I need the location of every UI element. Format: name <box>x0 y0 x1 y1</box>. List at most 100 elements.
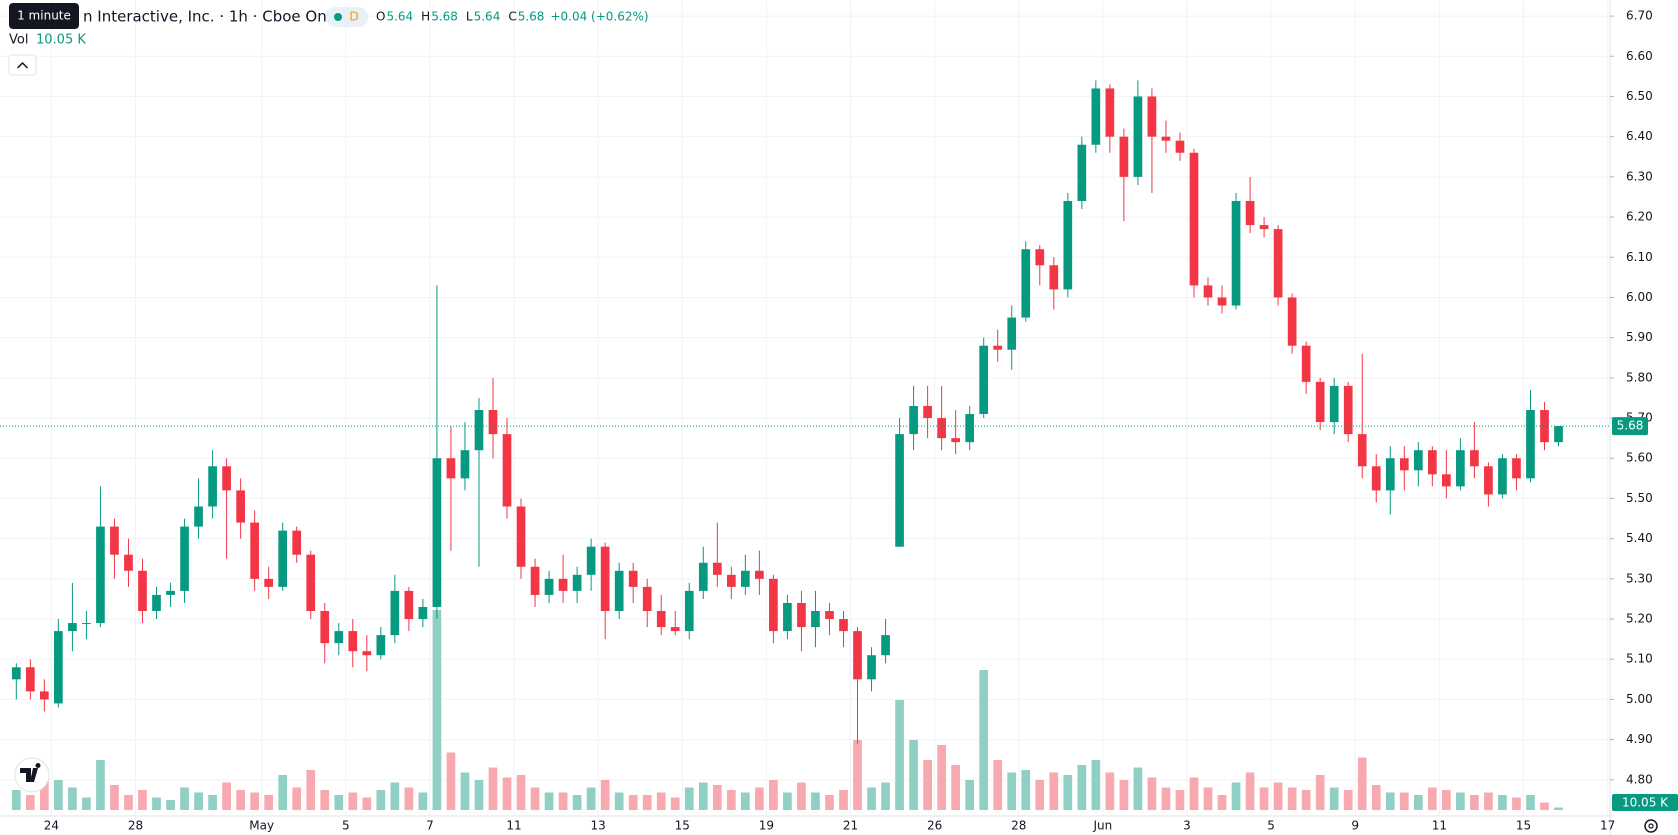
candle-body <box>320 610 330 644</box>
volume-bar <box>1245 772 1255 810</box>
candle-body <box>1161 136 1171 141</box>
volume-bar <box>1470 795 1479 810</box>
x-tick-label: 15 <box>675 819 690 833</box>
candle-body <box>1484 466 1493 495</box>
settings-icon[interactable] <box>1644 819 1658 833</box>
candle-body <box>1427 450 1437 475</box>
candle-body <box>530 566 540 595</box>
badge: D <box>349 10 358 24</box>
candle-body <box>755 570 764 579</box>
volume-bar <box>867 787 876 810</box>
volume-bar <box>642 795 652 810</box>
candle-body <box>222 466 231 491</box>
volume-bar <box>208 795 217 810</box>
x-tick-label: 24 <box>44 819 59 833</box>
volume-bar <box>1105 772 1115 810</box>
volume-bar <box>684 787 694 810</box>
candle-body <box>82 623 91 625</box>
candle-body <box>825 610 834 620</box>
volume-bar <box>1063 775 1073 810</box>
candle-body <box>937 418 946 439</box>
x-tick-label: 9 <box>1351 819 1359 833</box>
x-tick-label: 19 <box>759 819 774 833</box>
candle-body <box>1189 152 1199 286</box>
x-tick-label: 15 <box>1516 819 1531 833</box>
candle-body <box>418 606 428 620</box>
volume-bar <box>1021 770 1031 810</box>
candle-body <box>1301 345 1311 382</box>
volume-bar <box>1526 795 1535 810</box>
candle-body <box>1077 144 1087 201</box>
volume-bar <box>1399 792 1409 810</box>
candle-body <box>1105 88 1115 137</box>
x-tick-label: 26 <box>927 819 942 833</box>
candle-body <box>783 602 792 632</box>
candle-body <box>180 526 189 591</box>
volume-value: 10.05 K <box>36 33 86 48</box>
candle-body <box>1413 450 1423 471</box>
candle-body <box>684 590 694 632</box>
volume-bar <box>474 780 484 810</box>
candle-body <box>1119 136 1129 177</box>
candle-body <box>1470 450 1479 467</box>
candle-body <box>923 405 932 419</box>
volume-bar <box>264 795 274 810</box>
tooltip-bg <box>9 3 79 29</box>
candle-body <box>1259 225 1269 230</box>
candle-body <box>194 506 203 527</box>
candle-body <box>208 466 217 507</box>
volume-bar <box>979 670 989 810</box>
change: +0.04 (+0.62%) <box>550 10 648 24</box>
volume-bar <box>741 792 750 810</box>
x-tick-label: 21 <box>843 819 858 833</box>
candle-body <box>376 635 386 656</box>
candle-body <box>1540 410 1549 443</box>
volume-bar <box>698 782 708 810</box>
volume-bar <box>586 787 596 810</box>
volume-bar <box>166 800 175 810</box>
symbol-title[interactable]: n Interactive, Inc. · 1h · Cboe One <box>83 8 336 26</box>
volume-badge-label: 10.05 K <box>1622 796 1669 810</box>
volume-bar <box>1287 787 1297 810</box>
volume-bar <box>348 792 358 810</box>
volume-bar <box>1077 765 1087 810</box>
candle-body <box>488 410 498 435</box>
volume-bar <box>1091 760 1101 810</box>
collapse-icon <box>16 61 29 69</box>
volume-bar <box>446 752 456 810</box>
volume-bar <box>124 795 133 810</box>
y-tick-label: 5.30 <box>1626 571 1653 585</box>
y-tick-label: 6.10 <box>1626 250 1653 264</box>
collapse-button[interactable] <box>8 54 37 76</box>
volume-bar <box>1119 780 1129 810</box>
volume-bar <box>1259 787 1269 810</box>
x-tick-label: 11 <box>1432 819 1447 833</box>
volume-bar <box>180 787 189 810</box>
volume-bar <box>40 775 49 810</box>
candle-body <box>1091 88 1101 145</box>
ohlc-key: O <box>376 10 385 24</box>
candle-body <box>586 546 596 575</box>
candle-body <box>1554 426 1563 443</box>
volume-bar <box>1007 772 1017 810</box>
volume-bar <box>1371 785 1381 810</box>
volume-bar <box>1427 787 1437 810</box>
volume-bar <box>1315 775 1325 810</box>
x-tick-label: 28 <box>1011 819 1026 833</box>
logo <box>14 757 50 793</box>
volume-bar <box>558 792 568 810</box>
candle-body <box>96 526 105 624</box>
candle-body <box>1512 458 1521 479</box>
last-price-badge <box>1612 417 1648 436</box>
volume-bar <box>628 795 638 810</box>
y-tick-label: 5.60 <box>1626 451 1653 465</box>
volume-bar <box>194 792 203 810</box>
last-price-label: 5.68 <box>1617 419 1644 433</box>
volume-bar <box>769 780 778 810</box>
ohlc-value: 5.64 <box>386 10 413 24</box>
candle-body <box>460 450 470 479</box>
candle-body <box>124 554 133 571</box>
candle-body <box>404 590 414 620</box>
candle-body <box>797 602 806 628</box>
